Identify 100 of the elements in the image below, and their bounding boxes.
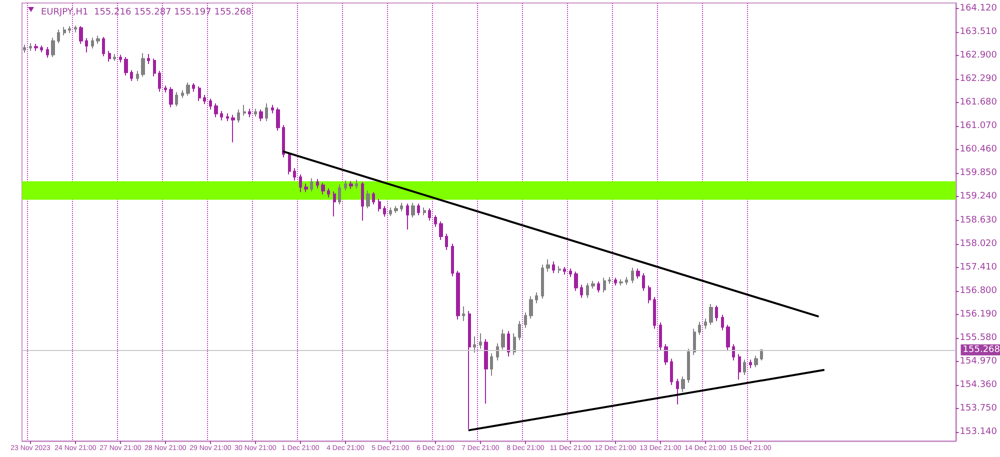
- candlestick: [558, 266, 561, 274]
- candlestick: [484, 338, 488, 404]
- candlestick: [108, 50, 111, 62]
- candlestick: [91, 37, 94, 50]
- candlestick: [473, 336, 476, 354]
- candlestick: [304, 183, 308, 193]
- candlestick: [310, 178, 313, 192]
- candlestick: [153, 58, 156, 77]
- candlestick: [603, 277, 606, 293]
- candlestick: [428, 208, 431, 222]
- candlestick: [192, 82, 195, 92]
- candlestick: [574, 271, 578, 292]
- candlestick: [147, 53, 150, 64]
- candlestick: [57, 29, 60, 44]
- candlestick: [529, 296, 533, 320]
- candlestick: [664, 344, 668, 366]
- candlestick: [119, 54, 122, 63]
- candlestick: [243, 104, 246, 116]
- candlestick: [715, 305, 718, 322]
- candlestick: [524, 312, 527, 328]
- candlestick: [541, 264, 544, 300]
- candlestick: [569, 268, 572, 278]
- candlestick: [687, 348, 690, 384]
- candlestick: [282, 124, 285, 158]
- candlestick: [636, 268, 640, 280]
- candlestick: [400, 202, 403, 212]
- candlestick: [316, 178, 319, 189]
- candlestick: [198, 86, 201, 102]
- y-tick-label: 163.510: [960, 26, 998, 37]
- candlestick: [760, 348, 763, 361]
- candlestick: [254, 108, 257, 117]
- candlestick: [68, 26, 71, 34]
- candlestick: [417, 203, 420, 216]
- candlestick: [614, 277, 617, 286]
- candlestick: [681, 376, 685, 392]
- y-tick-label: 157.410: [960, 262, 998, 272]
- candlestick: [721, 314, 724, 331]
- candlestick: [366, 190, 370, 209]
- candlestick: [754, 355, 758, 368]
- candlestick: [653, 296, 656, 330]
- candlestick: [288, 151, 291, 175]
- candlestick: [338, 184, 341, 205]
- candlestick: [439, 220, 443, 240]
- candlestick: [738, 354, 741, 380]
- candlestick: [698, 321, 701, 336]
- candlestick: [445, 233, 448, 250]
- y-tick-label: 156.800: [960, 286, 998, 296]
- candlestick: [355, 179, 358, 190]
- candlestick: [79, 26, 83, 44]
- candlestick: [546, 258, 550, 272]
- candlestick: [327, 188, 330, 198]
- candlestick: [676, 378, 679, 405]
- candlestick: [203, 94, 206, 105]
- candlestick: [175, 92, 178, 107]
- candlestick: [136, 70, 139, 82]
- candlestick: [293, 168, 296, 182]
- candlestick: [169, 86, 173, 108]
- candlestick: [259, 109, 263, 122]
- candlestick: [333, 190, 336, 217]
- candlestick: [642, 272, 645, 292]
- candlestick: [743, 359, 746, 376]
- candlestick: [580, 284, 583, 298]
- candlestick: [158, 70, 161, 92]
- candlestick: [456, 270, 460, 320]
- candlestick: [563, 266, 566, 276]
- y-tick-label: 156.190: [960, 309, 998, 320]
- candlestick: [732, 344, 735, 361]
- y-tick-label: 155.580: [960, 332, 998, 343]
- candlestick: [124, 56, 128, 76]
- candlestick: [608, 276, 611, 284]
- candlestick: [299, 174, 302, 193]
- candlestick: [113, 53, 116, 62]
- y-tick-label: 164.120: [960, 3, 998, 14]
- candlestick: [591, 280, 595, 290]
- candlestick: [372, 192, 375, 205]
- candlestick: [63, 26, 66, 36]
- candlestick: [40, 44, 43, 53]
- candlestick: [535, 292, 538, 304]
- candlestick: [96, 35, 100, 44]
- candlestick: [214, 102, 218, 118]
- candlestick: [726, 324, 730, 351]
- y-tick-label: 161.070: [960, 121, 998, 132]
- y-tick-label: 153.140: [960, 427, 998, 438]
- candlestick: [693, 328, 696, 356]
- candlestick: [265, 102, 268, 122]
- candlestick: [625, 276, 628, 286]
- candlestick: [552, 261, 555, 274]
- candlestick: [619, 278, 623, 286]
- candlestick: [670, 358, 673, 386]
- candlestick: [344, 180, 347, 192]
- candlestick: [513, 332, 516, 356]
- y-tick-label: 158.020: [960, 238, 998, 249]
- y-tick-label: 162.290: [960, 74, 998, 84]
- candlestick: [597, 281, 600, 293]
- candlestick: [220, 110, 223, 121]
- candlestick: [186, 82, 190, 96]
- candlestick: [361, 182, 364, 222]
- candlestick: [85, 38, 88, 53]
- candlestick: [704, 318, 707, 330]
- y-tick-label: 154.970: [960, 356, 998, 367]
